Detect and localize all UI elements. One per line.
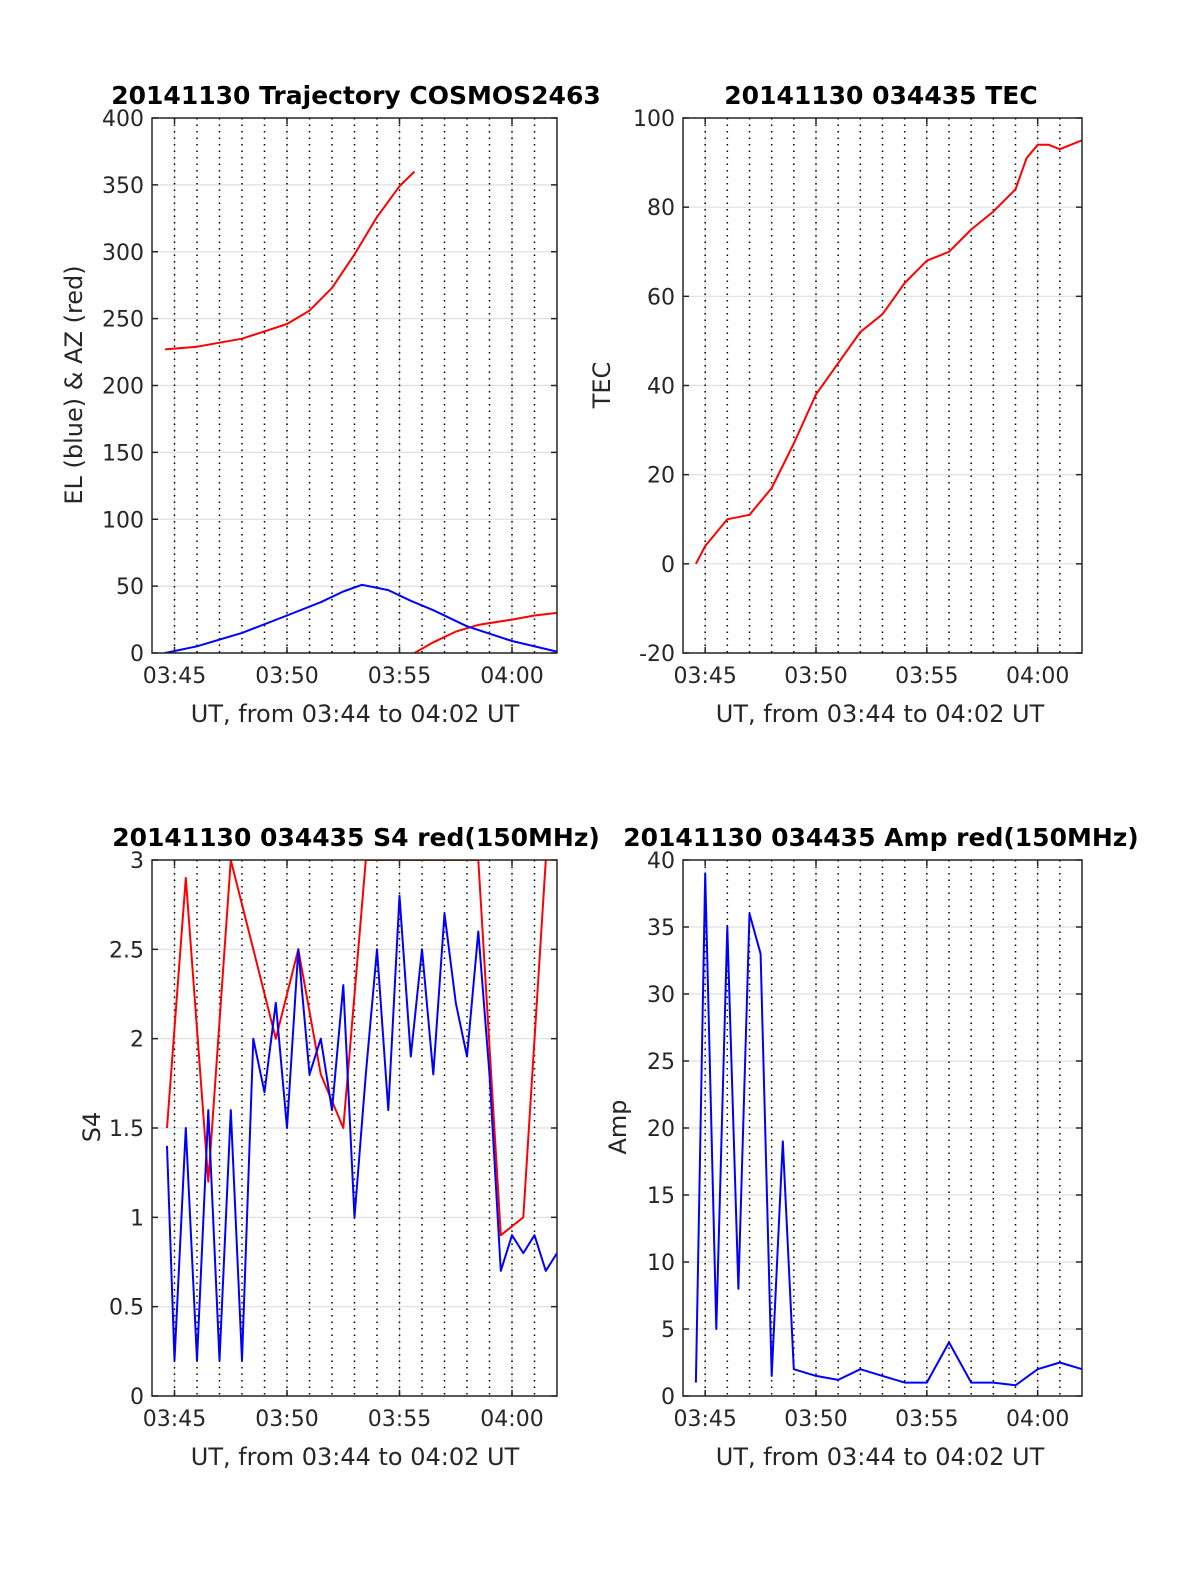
y-tick-label: 0 — [130, 642, 144, 667]
chart-title: 20141130 Trajectory COSMOS2463 — [111, 81, 601, 110]
y-tick-label: 0.5 — [109, 1296, 144, 1321]
x-tick-label: 03:55 — [895, 1407, 958, 1432]
x-tick-label: 03:45 — [673, 664, 736, 689]
y-tick-label: 50 — [116, 575, 144, 600]
y-axis-label: TEC — [588, 362, 616, 410]
tec-panel: 20141130 034435 TEC UT, from 03:44 to 04… — [588, 81, 1083, 728]
y-tick-label: 15 — [647, 1184, 675, 1209]
x-tick-label: 04:00 — [1006, 1407, 1069, 1432]
y-tick-label: 2.5 — [109, 938, 144, 963]
amp-panel: 20141130 034435 Amp red(150MHz) UT, from… — [604, 823, 1139, 1471]
y-axis-label: EL (blue) & AZ (red) — [60, 265, 88, 504]
x-tick-label: 03:50 — [784, 1407, 847, 1432]
y-axis-label: S4 — [78, 1112, 106, 1143]
x-axis-label: UT, from 03:44 to 04:02 UT — [191, 1443, 520, 1471]
x-tick-label: 04:00 — [1006, 664, 1069, 689]
series-line-red — [414, 611, 557, 653]
y-tick-label: 80 — [647, 196, 675, 221]
x-tick-label: 03:45 — [673, 1407, 736, 1432]
y-tick-label: 35 — [647, 916, 675, 941]
y-tick-label: 1 — [130, 1206, 144, 1231]
y-tick-label: 40 — [647, 375, 675, 400]
y-tick-label: 0 — [661, 553, 675, 578]
y-tick-label: 3 — [130, 849, 144, 874]
trajectory-panel: 20141130 Trajectory COSMOS2463 UT, from … — [60, 81, 601, 728]
x-axis-label: UT, from 03:44 to 04:02 UT — [191, 700, 520, 728]
plot-area: 0 5 10 15 20 25 30 35 40 03:45 03:50 03:55 04:00 — [647, 849, 1083, 1432]
y-axis-label: Amp — [604, 1099, 632, 1154]
series-line-blue — [164, 583, 557, 653]
y-tick-label: 1.5 — [109, 1117, 144, 1142]
y-tick-label: -20 — [639, 642, 675, 667]
plot-area: 0 50 100 150 200 250 300 350 400 03:45 03:50 03:55 0… — [102, 107, 558, 689]
x-axis-label: UT, from 03:44 to 04:02 UT — [716, 1443, 1045, 1471]
x-tick-label: 03:55 — [368, 664, 431, 689]
x-tick-label: 03:45 — [143, 1407, 206, 1432]
y-tick-label: 60 — [647, 285, 675, 310]
y-tick-label: 5 — [661, 1318, 675, 1343]
y-tick-label: 2 — [130, 1028, 144, 1053]
y-tick-label: 150 — [102, 441, 144, 466]
y-tick-label: 30 — [647, 983, 675, 1008]
y-tick-label: 100 — [102, 508, 144, 533]
x-axis-label: UT, from 03:44 to 04:02 UT — [716, 700, 1045, 728]
y-tick-label: 10 — [647, 1251, 675, 1276]
y-tick-label: 20 — [647, 1117, 675, 1142]
plot-area: -20 0 20 40 60 80 100 03:45 03:50 03:55 04:00 — [633, 107, 1083, 689]
y-tick-label: 40 — [647, 849, 675, 874]
y-tick-label: 350 — [102, 174, 144, 199]
x-tick-label: 03:55 — [368, 1407, 431, 1432]
series-line-blue — [166, 894, 557, 1362]
y-tick-label: 400 — [102, 107, 144, 132]
x-tick-label: 03:45 — [143, 664, 206, 689]
chart-title: 20141130 034435 TEC — [724, 81, 1037, 110]
x-tick-label: 04:00 — [480, 1407, 543, 1432]
y-tick-label: 0 — [130, 1385, 144, 1410]
series-line-red — [695, 139, 1082, 565]
y-tick-label: 200 — [102, 375, 144, 400]
series-line-blue — [694, 872, 1082, 1387]
chart-title: 20141130 034435 Amp red(150MHz) — [623, 823, 1139, 852]
x-tick-label: 04:00 — [480, 664, 543, 689]
series-line-red — [165, 170, 416, 351]
y-tick-label: 20 — [647, 464, 675, 489]
x-tick-label: 03:50 — [255, 1407, 318, 1432]
x-tick-label: 03:50 — [784, 664, 847, 689]
plot-area: 0 0.5 1 1.5 2 2.5 3 03:45 03:50 03:55 04:00 — [109, 849, 558, 1432]
x-tick-label: 03:55 — [895, 664, 958, 689]
y-tick-label: 25 — [647, 1050, 675, 1075]
y-tick-label: 0 — [661, 1385, 675, 1410]
y-tick-label: 250 — [102, 308, 144, 333]
series-line-red — [166, 860, 547, 1237]
y-tick-label: 100 — [633, 107, 675, 132]
s4-panel: 20141130 034435 S4 red(150MHz) UT, from … — [78, 823, 600, 1471]
x-tick-label: 03:50 — [255, 664, 318, 689]
y-tick-label: 300 — [102, 241, 144, 266]
chart-title: 20141130 034435 S4 red(150MHz) — [112, 823, 600, 852]
